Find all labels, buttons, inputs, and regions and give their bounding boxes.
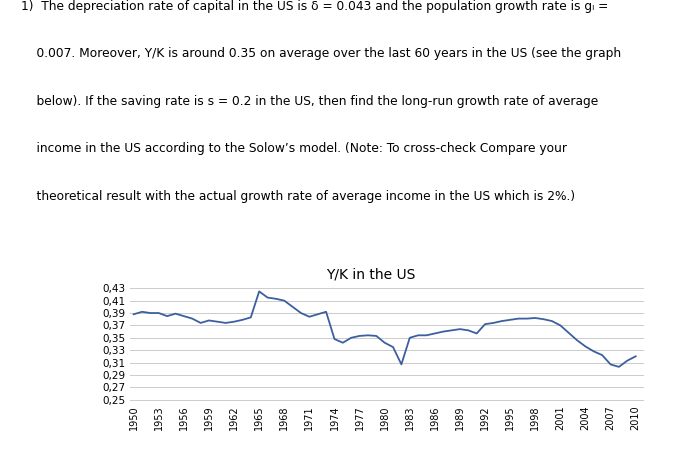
Text: 1)  The depreciation rate of capital in the US is δ = 0.043 and the population g: 1) The depreciation rate of capital in t… (21, 0, 608, 13)
Text: theoretical result with the actual growth rate of average income in the US which: theoretical result with the actual growt… (21, 190, 575, 203)
Text: income in the US according to the Solow’s model. (Note: To cross-check Compare y: income in the US according to the Solow’… (21, 142, 567, 155)
Text: 0.007. Moreover, Y/K is around 0.35 on average over the last 60 years in the US : 0.007. Moreover, Y/K is around 0.35 on a… (21, 47, 621, 60)
Text: Y/K in the US: Y/K in the US (326, 268, 416, 282)
Text: below). If the saving rate is s = 0.2 in the US, then find the long-run growth r: below). If the saving rate is s = 0.2 in… (21, 95, 598, 108)
